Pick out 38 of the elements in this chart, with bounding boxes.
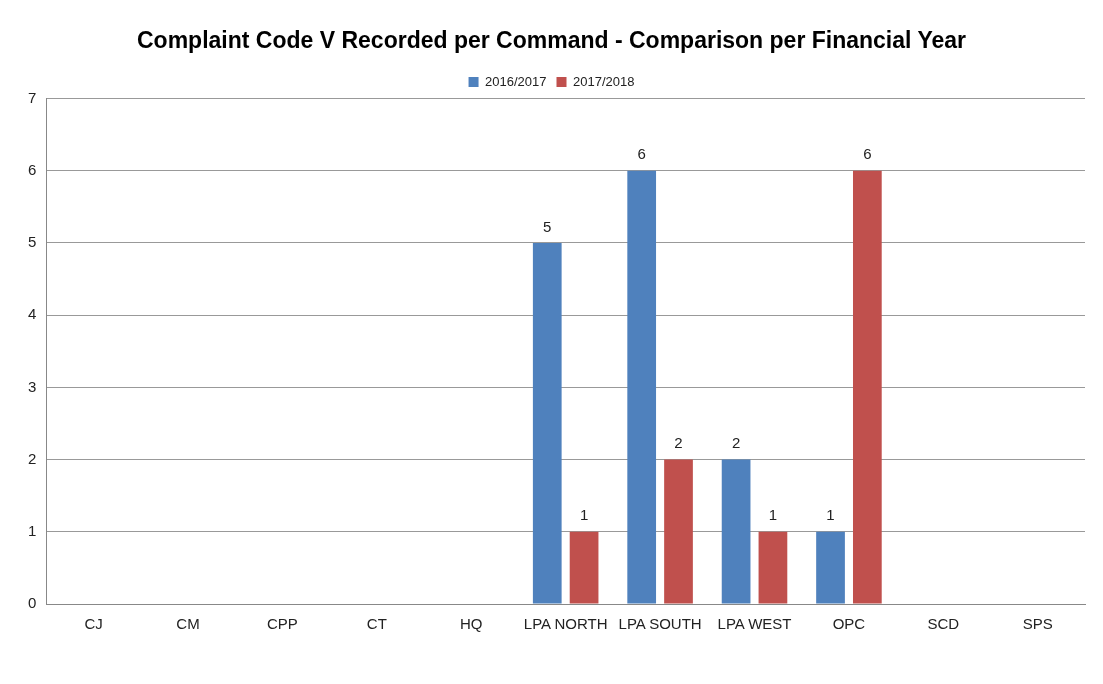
- y-tick-label: 5: [28, 233, 37, 251]
- x-tick-label: SPS: [1022, 615, 1053, 633]
- legend-label: 2016/2017: [485, 73, 547, 89]
- y-tick-label: 2: [28, 449, 37, 467]
- data-label: 1: [826, 506, 835, 524]
- data-label: 6: [637, 145, 646, 163]
- data-label: 1: [579, 506, 589, 524]
- y-tick-label: 7: [28, 88, 37, 106]
- x-tick-label: CT: [366, 615, 387, 633]
- chart-title: Complaint Code V Recorded per Command - Comparison per Financial Year: [136, 27, 967, 54]
- x-tick-label: OPC: [832, 615, 866, 633]
- y-tick-label: 3: [28, 377, 37, 395]
- data-label: 2: [731, 434, 741, 452]
- x-tick-label: LPA SOUTH: [618, 615, 702, 633]
- data-label: 1: [768, 506, 778, 524]
- x-tick-label: SCD: [927, 615, 960, 633]
- bar: [569, 531, 599, 604]
- data-label: 5: [543, 217, 552, 235]
- y-tick-label: 1: [28, 521, 37, 539]
- legend-label: 2017/2018: [573, 73, 635, 89]
- bar: [852, 170, 882, 604]
- bar: [816, 531, 845, 604]
- bar: [758, 531, 788, 604]
- x-tick-label: LPA NORTH: [523, 615, 608, 633]
- bar: [532, 243, 562, 604]
- x-tick-label: CJ: [84, 615, 103, 633]
- data-label: 2: [674, 434, 683, 452]
- bar: [664, 459, 693, 604]
- x-tick-label: LPA WEST: [717, 615, 792, 633]
- x-tick-label: CM: [176, 615, 200, 633]
- x-tick-label: HQ: [460, 615, 483, 633]
- y-tick-label: 4: [28, 305, 37, 323]
- x-tick-label: CPP: [266, 615, 298, 633]
- bar: [627, 170, 657, 604]
- y-tick-label: 6: [28, 160, 37, 178]
- data-label: 6: [863, 145, 872, 163]
- y-tick-label: 0: [28, 594, 37, 612]
- bar: [721, 459, 751, 604]
